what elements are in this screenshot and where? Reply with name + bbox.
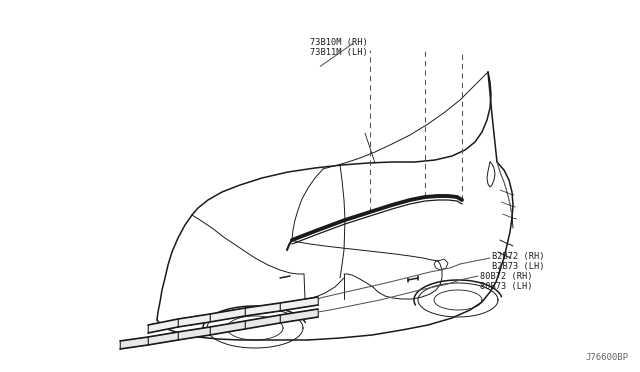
Text: B2B72 (RH): B2B72 (RH) [492, 252, 545, 261]
Polygon shape [245, 303, 280, 316]
Polygon shape [245, 315, 280, 329]
Polygon shape [280, 297, 318, 311]
Polygon shape [120, 337, 148, 349]
Text: J76600BP: J76600BP [585, 353, 628, 362]
Polygon shape [210, 321, 245, 335]
Polygon shape [280, 309, 318, 323]
Polygon shape [178, 314, 210, 327]
Text: 73B11M (LH): 73B11M (LH) [310, 48, 368, 57]
Polygon shape [210, 308, 245, 322]
Polygon shape [148, 319, 178, 333]
Text: 80B72 (RH): 80B72 (RH) [480, 272, 532, 281]
Polygon shape [178, 327, 210, 340]
Text: 73B10M (RH): 73B10M (RH) [310, 38, 368, 47]
Text: B2B73 (LH): B2B73 (LH) [492, 262, 545, 271]
Text: 80B73 (LH): 80B73 (LH) [480, 282, 532, 291]
Polygon shape [148, 332, 178, 345]
